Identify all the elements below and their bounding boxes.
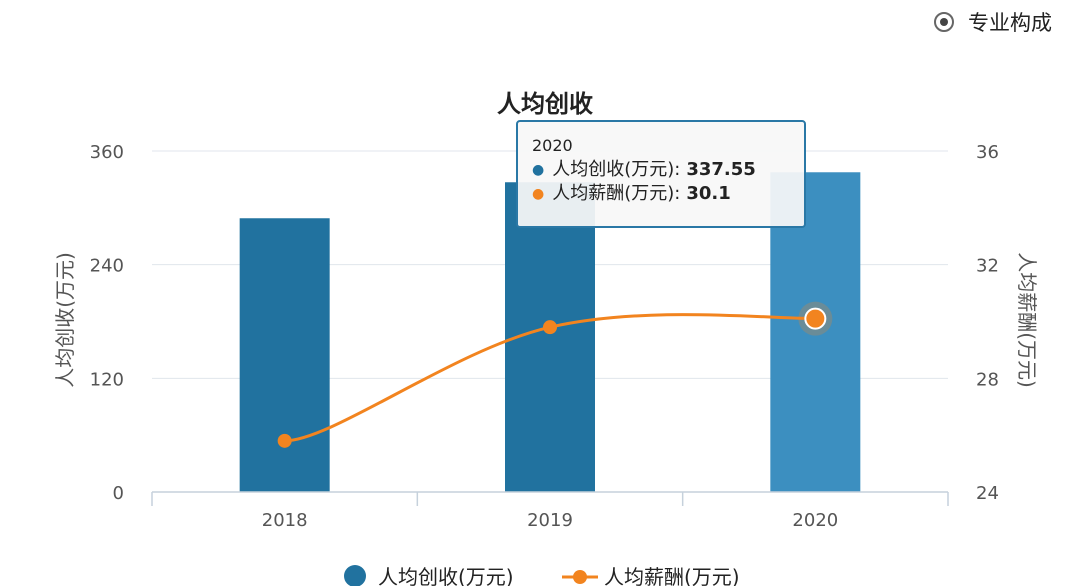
legend-label-line: 人均薪酬(万元)	[604, 565, 740, 586]
legend-marker-bar	[344, 565, 366, 586]
professional-composition-label: 专业构成	[968, 11, 1052, 35]
y-right-axis-title: 人均薪酬(万元)	[1015, 252, 1039, 388]
tooltip-label-salary: 人均薪酬(万元):	[552, 183, 681, 204]
tooltip-dot-revenue: ●	[532, 162, 545, 178]
line-point	[277, 433, 292, 448]
chart-title: 人均创收	[497, 90, 593, 118]
y-left-axis-title: 人均创收(万元)	[53, 252, 77, 388]
radio-selected-dot	[940, 18, 948, 26]
y-right-tick-label: 36	[976, 142, 999, 163]
tooltip-label-revenue: 人均创收(万元):	[552, 159, 681, 180]
line-point	[543, 320, 557, 335]
x-tick-label: 2018	[262, 510, 308, 531]
y-right-tick-label: 28	[976, 369, 999, 390]
x-tick-label: 2019	[527, 510, 573, 531]
radio-button[interactable]	[934, 12, 954, 32]
tooltip-title: 2020	[532, 136, 573, 155]
line-point-highlighted	[804, 307, 827, 330]
tooltip-value-salary: 30.1	[686, 183, 731, 204]
x-axis	[151, 491, 949, 506]
bar	[239, 218, 330, 492]
tooltip-row-salary: ● 人均薪酬(万元): 30.1	[532, 182, 792, 206]
tooltip-value-revenue: 337.55	[686, 159, 756, 180]
legend-marker-dot	[573, 570, 587, 584]
line-series	[277, 301, 833, 448]
tooltip-row-revenue: ● 人均创收(万元): 337.55	[532, 158, 792, 182]
y-left-tick-label: 360	[90, 142, 124, 163]
legend-label-bar: 人均创收(万元)	[378, 565, 514, 586]
legend: 人均创收(万元) 人均薪酬(万元)	[344, 565, 740, 586]
y-right-tick-label: 32	[976, 256, 999, 277]
tooltip: 2020 ● 人均创收(万元): 337.55 ● 人均薪酬(万元): 30.1	[516, 120, 806, 228]
x-tick-label: 2020	[792, 510, 838, 531]
y-left-tick-label: 0	[113, 483, 124, 504]
y-left-tick-label: 240	[90, 256, 124, 277]
chart-labels: 0 120 240 360 24 28 32 36 2018 2019 2020 人均创收人均创收(万…	[53, 90, 1039, 531]
y-left-tick-label: 120	[90, 369, 124, 390]
tooltip-dot-salary: ●	[532, 186, 545, 202]
y-right-tick-label: 24	[976, 483, 999, 504]
professional-composition-option[interactable]: 专业构成	[934, 4, 1052, 40]
